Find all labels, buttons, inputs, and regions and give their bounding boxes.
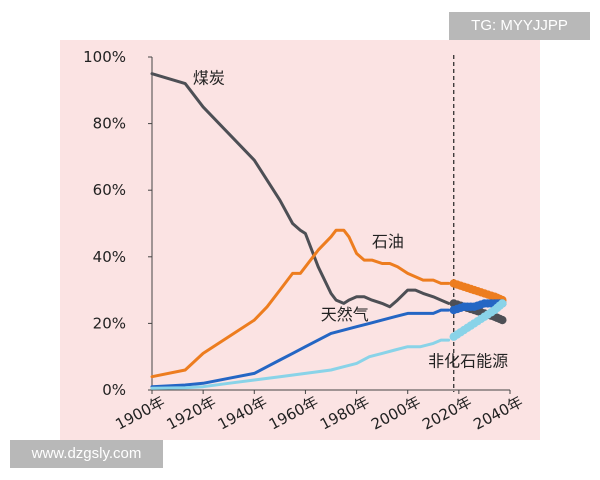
y-tick-label: 80% bbox=[93, 115, 126, 133]
series-label: 天然气 bbox=[321, 305, 369, 324]
nonfossil-forecast-point bbox=[498, 299, 507, 308]
series-label: 非化石能源 bbox=[428, 352, 508, 371]
y-tick-label: 0% bbox=[102, 381, 126, 399]
gas-series-line bbox=[150, 308, 451, 389]
chart-background bbox=[60, 40, 540, 440]
y-tick-label: 100% bbox=[83, 48, 126, 66]
nonfossil-series-line bbox=[150, 338, 451, 390]
energy-share-chart: 0%20%40%60%80%100%1900年1920年1940年1960年19… bbox=[60, 40, 540, 440]
watermark-top-right: TG: MYYJJPP bbox=[449, 12, 590, 40]
y-tick-label: 40% bbox=[93, 248, 126, 266]
watermark-bottom-left: www.dzgsly.com bbox=[10, 440, 163, 468]
series-label: 石油 bbox=[372, 232, 404, 251]
coal-series-line bbox=[150, 72, 451, 309]
coal-forecast-point bbox=[498, 315, 507, 325]
chart-panel: 0% 20% 40% 60% 80% 100% 1900年 1920年 1940年 1960年 19… bbox=[60, 40, 540, 440]
y-tick-label: 60% bbox=[93, 181, 126, 199]
y-tick-label: 20% bbox=[93, 314, 126, 332]
series-label: 煤炭 bbox=[193, 69, 225, 88]
oil-series-line bbox=[150, 228, 451, 379]
